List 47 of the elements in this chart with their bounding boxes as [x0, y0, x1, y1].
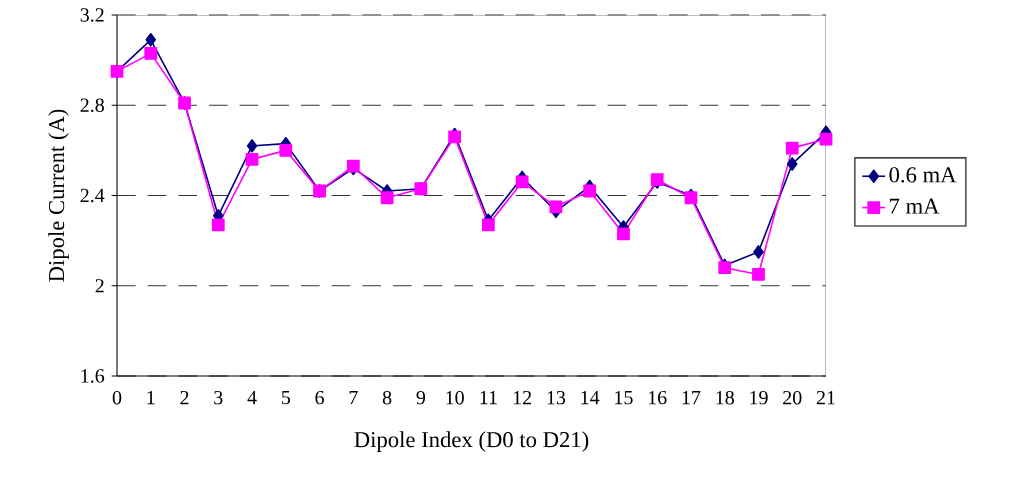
- x-tick-label: 10: [446, 390, 464, 405]
- x-tick-label: 18: [716, 390, 734, 405]
- x-axis-title: Dipole Index (D0 to D21): [354, 431, 589, 452]
- x-tick-label: 17: [682, 390, 701, 405]
- point: [245, 153, 259, 166]
- x-tick-label: 0: [112, 390, 122, 405]
- y-tick-label: 3.2: [80, 8, 104, 22]
- x-tick-label: 16: [648, 390, 667, 405]
- x-tick-label: 19: [750, 390, 768, 405]
- x-tick-label: 1: [147, 390, 155, 405]
- point: [211, 218, 225, 232]
- point: [481, 218, 495, 232]
- x-tick-label: 15: [615, 390, 633, 405]
- point: [549, 200, 563, 214]
- x-tick-label: 14: [581, 390, 600, 405]
- point: [786, 157, 798, 171]
- y-axis-title: Dipole Current (A): [48, 109, 69, 282]
- x-tick-label: 21: [816, 390, 835, 405]
- x-tick-label: 13: [547, 390, 566, 405]
- x-tick-label: 20: [783, 390, 802, 405]
- point: [785, 141, 799, 155]
- point: [380, 191, 394, 205]
- legend-label: 7 mA: [890, 198, 940, 214]
- y-tick-label: 1.6: [81, 369, 105, 383]
- x-tick-label: 6: [315, 390, 324, 405]
- point: [753, 245, 764, 259]
- legend-label: 0.6 mA: [889, 167, 957, 183]
- x-tick-label: 12: [513, 390, 532, 405]
- point: [583, 184, 597, 198]
- x-tick-label: 4: [247, 390, 257, 405]
- y-tick-label: 2.4: [80, 188, 105, 203]
- point: [144, 46, 158, 60]
- point: [279, 143, 293, 157]
- x-tick-label: 11: [480, 390, 497, 405]
- x-tick-label: 2: [180, 390, 189, 405]
- point: [752, 268, 765, 281]
- x-tick-label: 7: [349, 390, 358, 405]
- x-tick-label: 5: [281, 390, 291, 405]
- y-tick-label: 2: [95, 279, 104, 293]
- x-tick-label: 8: [382, 390, 392, 405]
- y-tick-label: 2.8: [80, 98, 104, 113]
- point: [246, 139, 258, 153]
- point: [145, 33, 157, 47]
- x-tick-label: 3: [214, 390, 223, 405]
- point: [617, 227, 630, 241]
- point: [515, 175, 529, 189]
- x-tick-label: 9: [416, 390, 426, 405]
